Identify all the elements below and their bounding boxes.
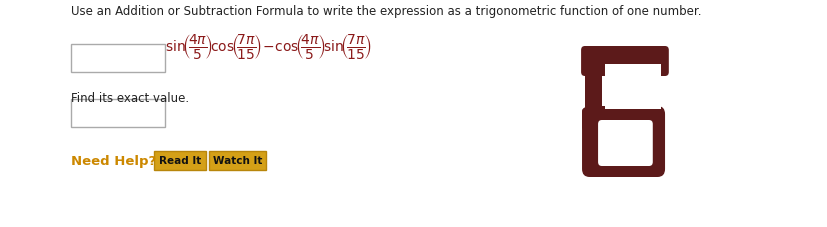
FancyBboxPatch shape <box>581 106 664 177</box>
FancyBboxPatch shape <box>584 67 601 127</box>
FancyBboxPatch shape <box>581 108 657 130</box>
Text: Use an Addition or Subtraction Formula to write the expression as a trigonometri: Use an Addition or Subtraction Formula t… <box>70 5 700 18</box>
Text: Find its exact value.: Find its exact value. <box>70 92 189 105</box>
FancyBboxPatch shape <box>70 44 165 72</box>
Text: $\mathrm{sin}\!\left(\!\dfrac{4\pi}{5}\!\right)\!\mathrm{cos}\!\left(\!\dfrac{7\: $\mathrm{sin}\!\left(\!\dfrac{4\pi}{5}\!… <box>165 32 371 61</box>
Text: Need Help?: Need Help? <box>70 155 155 168</box>
FancyBboxPatch shape <box>154 151 205 170</box>
FancyBboxPatch shape <box>581 46 668 76</box>
FancyBboxPatch shape <box>604 64 661 109</box>
Text: Read It: Read It <box>159 155 201 165</box>
Text: Watch It: Watch It <box>213 155 262 165</box>
FancyBboxPatch shape <box>70 99 165 127</box>
FancyBboxPatch shape <box>597 120 652 166</box>
FancyBboxPatch shape <box>209 151 265 170</box>
